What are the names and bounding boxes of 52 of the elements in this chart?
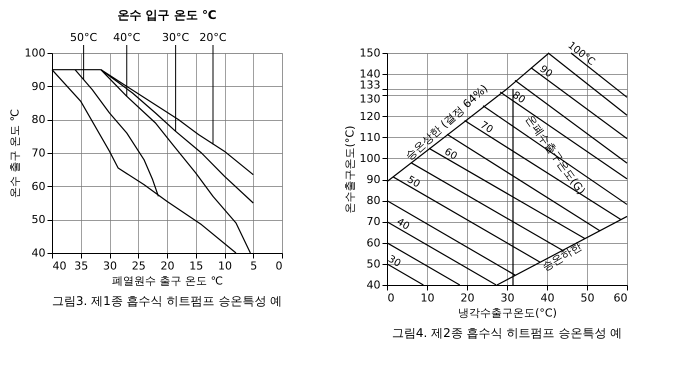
x-tick-label: 5	[250, 260, 258, 272]
x-tick-label: 15	[189, 260, 204, 272]
y-tick-label: 70	[32, 146, 46, 160]
y-tick-label: 90	[32, 80, 46, 93]
x-tick-label: 40	[52, 260, 66, 272]
x-tick-label: 20	[460, 292, 474, 304]
annotation: 50°C	[70, 31, 98, 44]
text: 90	[537, 64, 554, 80]
y-axis-title: 온수 출구 온도 ℃	[8, 109, 22, 198]
y-tick-label: 40	[366, 278, 380, 292]
x-tick-label: 60	[614, 292, 628, 304]
annotation: 30°C	[162, 31, 190, 44]
y-tick-label: 100	[24, 46, 46, 60]
y-tick-label: 110	[360, 130, 380, 144]
y-tick-label: 140	[360, 68, 380, 81]
x-tick-label: 25	[132, 260, 146, 272]
y-tick-label: 50	[32, 213, 46, 226]
y-tick-label: 130	[360, 92, 380, 106]
annotation: 20°C	[199, 31, 227, 44]
x-axis-title: 폐열원수 출구 온도 ℃	[112, 274, 223, 288]
x-tick-label: 35	[74, 260, 88, 272]
x-tick-label: 40	[540, 292, 554, 304]
text: 그림4. 제2종 흡수식 히트펌프 승온특성 예	[392, 326, 622, 340]
text: 60	[442, 146, 459, 162]
x-tick-label: 20	[160, 260, 174, 272]
x-tick-label: 10	[218, 260, 232, 272]
x-tick-label: 0	[388, 292, 394, 304]
x-tick-label: 10	[420, 292, 434, 304]
y-tick-label: 80	[366, 194, 380, 208]
y-tick-label: 60	[32, 180, 46, 193]
x-tick-label: 30	[500, 292, 514, 304]
y-axis-title: 온수출구온도(°C)	[344, 126, 357, 214]
text: 40	[394, 216, 412, 233]
text: 50	[405, 174, 422, 190]
text: 70	[478, 120, 495, 136]
y-tick-label: 40	[32, 246, 46, 260]
x-tick-label: 0	[276, 260, 282, 272]
y-tick-label: 133	[360, 78, 380, 92]
x-tick-label: 30	[103, 260, 117, 272]
text: 80	[510, 90, 527, 106]
legend-title: 온수 입구 온도 ℃	[117, 8, 217, 22]
y-tick-label: 80	[32, 113, 46, 126]
text: 그림3. 제1종 흡수식 히트펌프 승온특성 예	[52, 294, 282, 308]
y-tick-label: 120	[360, 110, 380, 123]
y-tick-label: 60	[366, 236, 380, 250]
y-tick-label: 150	[360, 46, 380, 60]
x-tick-label: 50	[580, 292, 594, 304]
y-tick-label: 70	[366, 215, 380, 228]
x-axis-title: 냉각수출구온도(°C)	[458, 306, 557, 320]
y-tick-label: 100	[360, 152, 380, 165]
y-tick-label: 90	[366, 173, 380, 186]
annotation: 40°C	[113, 31, 141, 44]
